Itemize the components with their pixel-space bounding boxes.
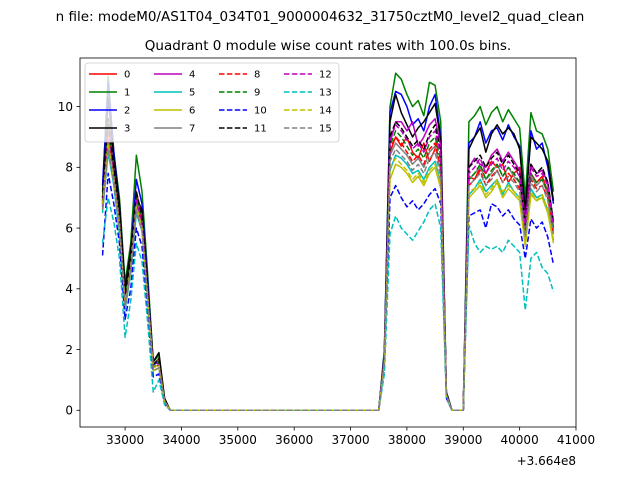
series-line-15 xyxy=(101,148,555,412)
series-line-4 xyxy=(101,117,555,412)
x-tick-label: 36000 xyxy=(275,433,313,447)
legend-label-8: 8 xyxy=(254,70,260,81)
legend-label-15: 15 xyxy=(319,124,332,135)
x-tick-label: 37000 xyxy=(331,433,369,447)
legend-label-7: 7 xyxy=(189,124,195,135)
x-axis-offset-label: +3.664e8 xyxy=(517,454,576,468)
x-tick-label: 38000 xyxy=(388,433,426,447)
legend-label-5: 5 xyxy=(189,88,195,99)
x-axis: 33000 34000 35000 36000 37000 38000 39000 40000… xyxy=(106,427,595,447)
y-tick-label: 4 xyxy=(65,282,73,296)
series-line-0 xyxy=(101,121,555,412)
series-line-5 xyxy=(101,151,555,412)
legend-label-0: 0 xyxy=(124,70,130,81)
legend-label-2: 2 xyxy=(124,106,130,117)
y-tick-label: 10 xyxy=(58,100,73,114)
legend-label-14: 14 xyxy=(319,106,332,117)
legend-label-1: 1 xyxy=(124,88,130,99)
series-line-11 xyxy=(101,117,555,412)
legend-label-9: 9 xyxy=(254,88,260,99)
plot-lines xyxy=(101,72,555,412)
x-tick-label: 35000 xyxy=(219,433,257,447)
legend-label-3: 3 xyxy=(124,124,130,135)
x-tick-label: 40000 xyxy=(501,433,539,447)
x-tick-label: 39000 xyxy=(444,433,482,447)
legend-label-6: 6 xyxy=(189,106,195,117)
y-tick-label: 6 xyxy=(65,221,73,235)
plot-frame xyxy=(79,57,577,428)
y-tick-label: 0 xyxy=(65,404,73,418)
legend-label-4: 4 xyxy=(189,70,195,81)
x-tick-label: 34000 xyxy=(162,433,200,447)
series-line-7 xyxy=(101,139,555,412)
y-tick-label: 2 xyxy=(65,343,73,357)
chart-title: Quadrant 0 module wise count rates with … xyxy=(145,38,511,54)
legend-label-13: 13 xyxy=(319,88,332,99)
legend-label-12: 12 xyxy=(319,70,332,81)
x-tick-label: 41000 xyxy=(557,433,595,447)
y-axis: 0 2 4 6 8 10 xyxy=(58,100,80,418)
x-tick-label: 33000 xyxy=(106,433,144,447)
chart-suptitle: n file: modeM0/AS1T04_034T01_9000004632_… xyxy=(56,9,585,25)
legend-box xyxy=(84,62,340,143)
y-tick-label: 8 xyxy=(65,161,73,175)
series-line-8 xyxy=(101,130,555,412)
series-line-14 xyxy=(101,142,555,412)
legend-label-11: 11 xyxy=(254,124,267,135)
legend-label-10: 10 xyxy=(254,106,267,117)
series-line-13 xyxy=(101,196,555,412)
series-line-10 xyxy=(101,172,555,412)
